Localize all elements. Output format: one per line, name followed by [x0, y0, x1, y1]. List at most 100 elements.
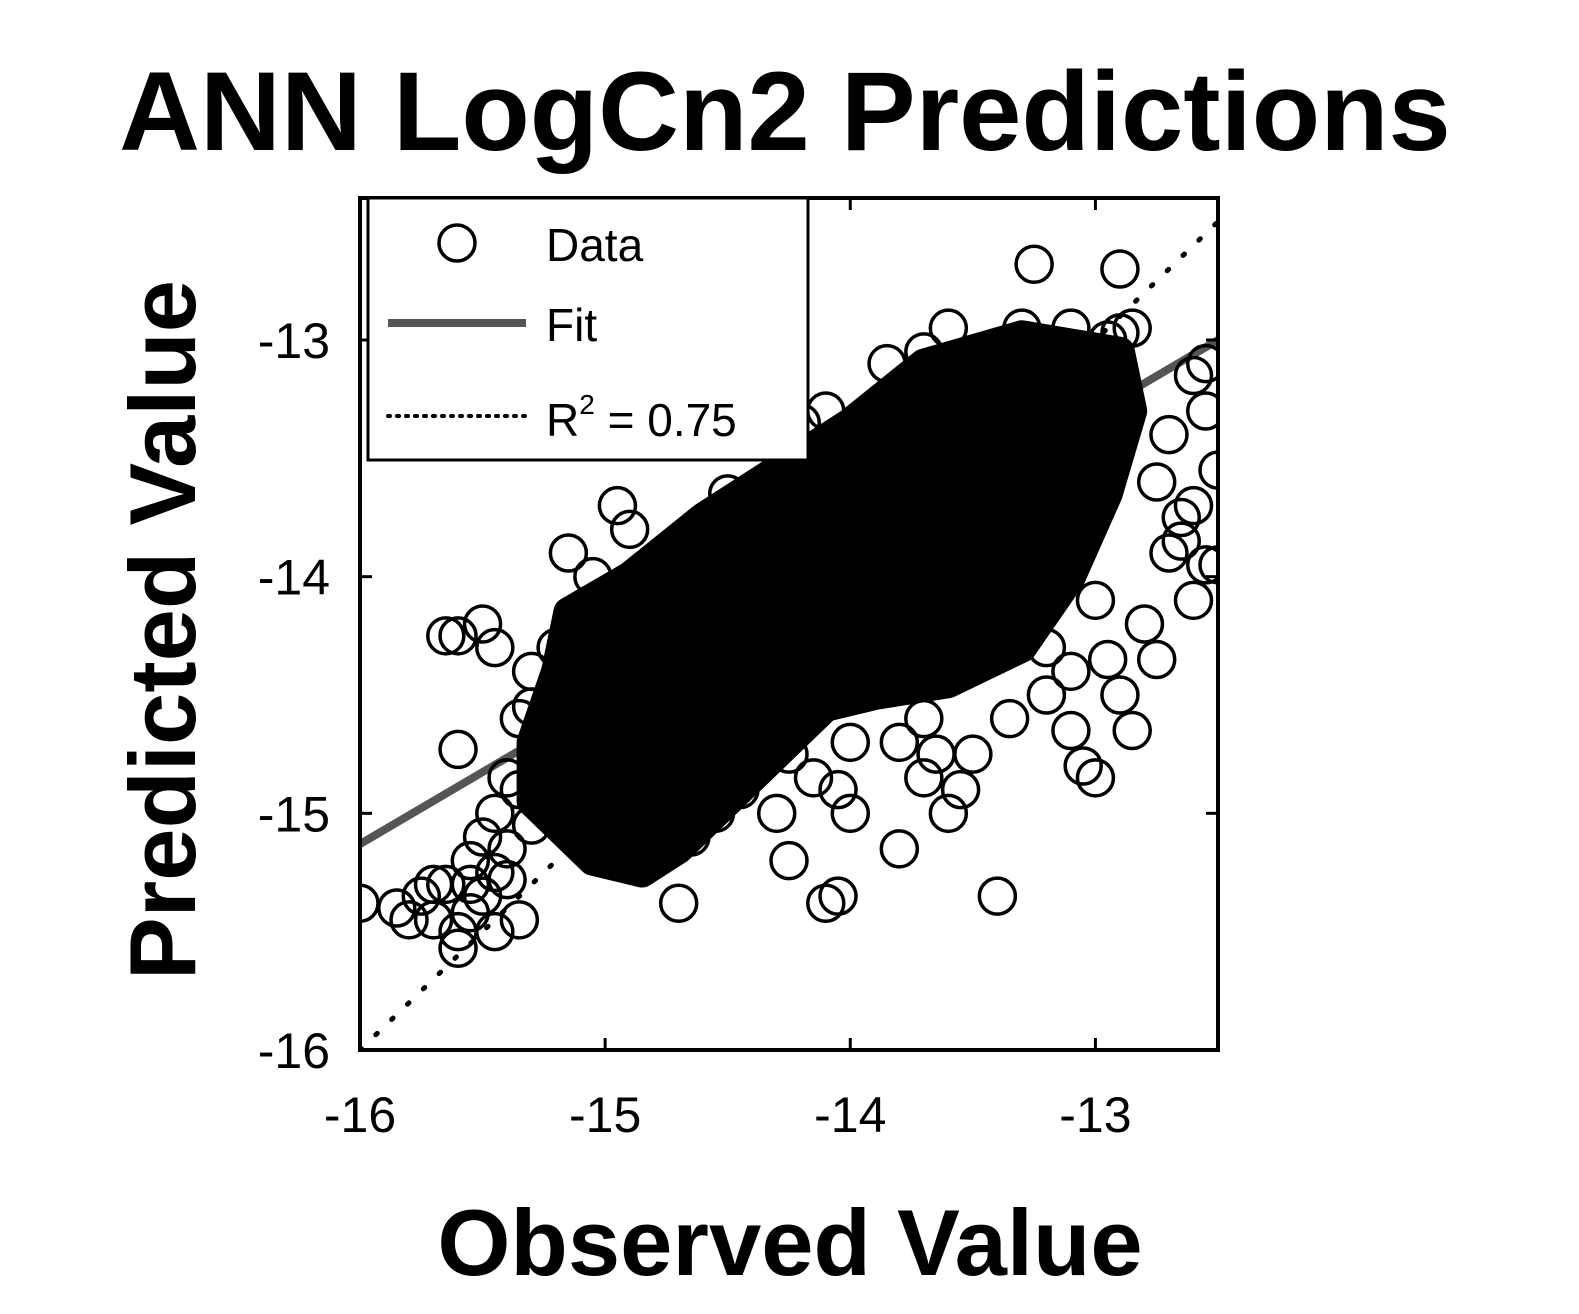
- x-tick-label: -13: [1059, 1087, 1131, 1143]
- data-point: [524, 734, 564, 774]
- data-point: [989, 698, 1030, 739]
- data-point: [1087, 639, 1128, 680]
- data-point: [413, 864, 454, 905]
- data-point: [1185, 391, 1218, 431]
- y-tick-label: -14: [258, 550, 330, 606]
- data-point: [1002, 308, 1042, 348]
- data-point: [904, 758, 944, 798]
- data-point: [1026, 627, 1067, 668]
- data-point: [1136, 639, 1177, 680]
- data-point: [1161, 521, 1201, 561]
- data-point: [475, 627, 515, 668]
- x-tick-label: -15: [569, 1087, 641, 1143]
- data-point: [462, 817, 503, 857]
- data-point: [597, 485, 638, 526]
- data-point: [377, 888, 417, 928]
- data-point: [671, 817, 711, 857]
- data-point: [916, 734, 956, 774]
- data-point: [720, 769, 760, 810]
- data-point: [1185, 545, 1218, 585]
- legend-label: Fit: [546, 299, 597, 351]
- data-point: [511, 805, 552, 845]
- data-point: [1198, 545, 1218, 585]
- data-point: [401, 876, 442, 916]
- data-point: [487, 829, 527, 869]
- data-point: [1075, 758, 1116, 798]
- legend-symbol-data: [437, 223, 477, 263]
- data-point: [1185, 343, 1218, 384]
- y-axis-label: Predicted Value: [110, 280, 215, 980]
- data-point: [1087, 320, 1128, 360]
- data-point: [695, 793, 736, 834]
- data-point: [1014, 244, 1054, 285]
- data-point: [732, 734, 772, 774]
- data-point: [879, 829, 920, 869]
- data-point: [475, 911, 515, 952]
- data-point: [1075, 580, 1116, 621]
- data-point: [1051, 308, 1091, 348]
- data-point: [499, 769, 540, 810]
- data-point: [1100, 675, 1140, 715]
- chart-title: ANN LogCn2 Predictions: [119, 49, 1451, 174]
- legend-label: R2 = 0.75: [546, 389, 737, 446]
- data-point: [769, 840, 809, 881]
- data-point: [1051, 651, 1091, 692]
- data-point: [1173, 485, 1214, 526]
- x-tick-label: -16: [324, 1087, 396, 1143]
- data-point: [879, 722, 920, 763]
- data-point: [977, 876, 1018, 916]
- data-point: [867, 343, 907, 384]
- data-point: [462, 604, 503, 644]
- data-point: [1149, 533, 1189, 573]
- data-point: [1161, 497, 1201, 538]
- plot-area: [360, 219, 1218, 1050]
- data-point: [756, 793, 797, 834]
- data-point: [426, 864, 466, 905]
- data-point: [597, 840, 638, 881]
- data-point: [756, 462, 797, 502]
- data-point: [953, 734, 993, 774]
- data-point: [818, 769, 858, 810]
- data-point: [904, 332, 944, 372]
- legend-superscript: 2: [579, 389, 595, 420]
- data-point: [707, 474, 748, 514]
- data-point: [1051, 710, 1091, 751]
- data-point: [585, 758, 625, 798]
- data-point: [573, 556, 613, 597]
- data-point: [830, 793, 871, 834]
- data-point: [487, 758, 527, 798]
- data-point: [1063, 746, 1103, 786]
- legend-label-suffix: = 0.75: [595, 394, 737, 446]
- data-point: [511, 687, 552, 727]
- data-point: [1026, 675, 1067, 715]
- data-point: [536, 627, 576, 668]
- data-point: [928, 308, 969, 348]
- data-point: [646, 805, 687, 845]
- data-point: [793, 758, 834, 798]
- data-point: [940, 769, 981, 810]
- data-point: [438, 729, 478, 770]
- data-point: [438, 928, 478, 968]
- data-point: [450, 840, 491, 881]
- data-point: [1173, 355, 1214, 396]
- legend-label: Data: [546, 219, 644, 271]
- data-point: [609, 509, 650, 550]
- data-point: [475, 852, 515, 893]
- x-axis-label: Observed Value: [437, 1190, 1142, 1295]
- data-point: [1112, 308, 1152, 348]
- data-point: [830, 722, 871, 763]
- y-tick-label: -13: [258, 313, 330, 369]
- data-point: [1149, 414, 1189, 455]
- data-point: [904, 698, 944, 739]
- data-point: [965, 332, 1005, 372]
- legend: Data Fit R2 = 0.75: [366, 196, 810, 462]
- data-point: [499, 900, 540, 940]
- data-point: [1173, 580, 1214, 621]
- data-point: [1112, 710, 1152, 751]
- data-point: [1136, 462, 1177, 502]
- data-point: [658, 883, 699, 924]
- data-point: [818, 876, 858, 916]
- x-tick-label: -14: [814, 1087, 886, 1143]
